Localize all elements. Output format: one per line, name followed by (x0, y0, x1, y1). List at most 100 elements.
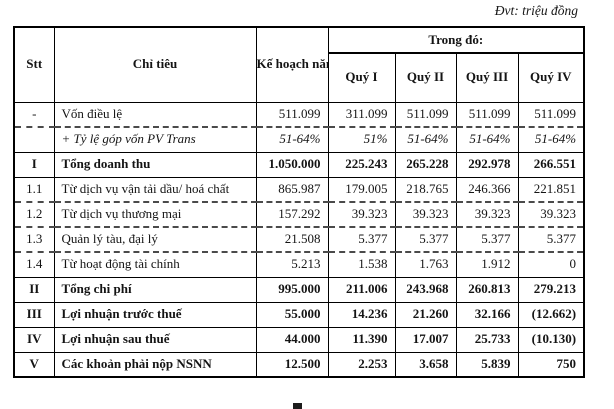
q3-cell: 25.733 (455, 326, 519, 353)
stt-cell: 1.1 (13, 176, 55, 203)
q4-cell: 221.851 (517, 176, 585, 203)
q4-cell: (12.662) (517, 301, 585, 328)
table-row-tong-doanh-thu: I Tổng doanh thu 1.050.000 225.243 265.2… (13, 151, 585, 178)
q1-cell: 14.236 (327, 301, 396, 328)
unit-note: Đvt: triệu đồng (494, 3, 578, 18)
table-row-loi-nhuan-truoc-thue: III Lợi nhuận trước thuế 55.000 14.236 2… (13, 301, 585, 328)
q1-cell: 5.377 (327, 226, 396, 253)
plan-cell: 1.050.000 (255, 151, 329, 178)
q1-cell: 51% (327, 126, 396, 153)
plan-cell: 55.000 (255, 301, 329, 328)
header-chi-tieu: Chỉ tiêu (53, 26, 257, 103)
q4-cell: 279.213 (517, 276, 585, 303)
q2-cell: 17.007 (394, 326, 457, 353)
q3-cell: 511.099 (455, 101, 519, 128)
stt-cell: - (13, 101, 55, 128)
q3-cell: 292.978 (455, 151, 519, 178)
stt-cell: I (13, 151, 55, 178)
q3-cell: 51-64% (455, 126, 519, 153)
q3-cell: 5.839 (455, 351, 519, 378)
label-cell: Lợi nhuận trước thuế (53, 301, 257, 328)
table-row-van-tai-dau: 1.1 Từ dịch vụ vận tải dầu/ hoá chất 865… (13, 176, 585, 203)
q3-cell: 32.166 (455, 301, 519, 328)
header-ke-hoach-nam-2023: Kế hoạch năm 2023 (255, 26, 329, 103)
q4-cell: 511.099 (517, 101, 585, 128)
q2-cell: 5.377 (394, 226, 457, 253)
label-cell: Vốn điều lệ (53, 101, 257, 128)
q2-cell: 218.765 (394, 176, 457, 203)
header-quy-4: Quý IV (517, 52, 585, 103)
q2-cell: 265.228 (394, 151, 457, 178)
q2-cell: 51-64% (394, 126, 457, 153)
plan-cell: 21.508 (255, 226, 329, 253)
label-cell: Tổng doanh thu (53, 151, 257, 178)
table-row-quan-ly-tau: 1.3 Quản lý tàu, đại lý 21.508 5.377 5.3… (13, 226, 585, 253)
q3-cell: 1.912 (455, 251, 519, 278)
header-quy-2: Quý II (394, 52, 457, 103)
q4-cell: 51-64% (517, 126, 585, 153)
plan-cell: 12.500 (255, 351, 329, 378)
plan-cell: 157.292 (255, 201, 329, 228)
header-stt: Stt (13, 26, 55, 103)
page-number-clipped-mark (293, 403, 302, 409)
q1-cell: 211.006 (327, 276, 396, 303)
q4-cell: 266.551 (517, 151, 585, 178)
plan-cell: 865.987 (255, 176, 329, 203)
stt-cell: 1.3 (13, 226, 55, 253)
plan-cell: 511.099 (255, 101, 329, 128)
q2-cell: 21.260 (394, 301, 457, 328)
label-cell: + Tỷ lệ góp vốn PV Trans (53, 126, 257, 153)
label-cell: Từ dịch vụ thương mại (53, 201, 257, 228)
stt-cell: 1.2 (13, 201, 55, 228)
q1-cell: 179.005 (327, 176, 396, 203)
q1-cell: 311.099 (327, 101, 396, 128)
plan-cell: 995.000 (255, 276, 329, 303)
q1-cell: 1.538 (327, 251, 396, 278)
stt-cell: II (13, 276, 55, 303)
q3-cell: 260.813 (455, 276, 519, 303)
q2-cell: 39.323 (394, 201, 457, 228)
plan-cell: 5.213 (255, 251, 329, 278)
stt-cell (13, 126, 55, 153)
label-cell: Từ hoạt động tài chính (53, 251, 257, 278)
table-row-ty-le-gop-von: + Tỷ lệ góp vốn PV Trans 51-64% 51% 51-6… (13, 126, 585, 153)
stt-cell: V (13, 351, 55, 378)
q4-cell: (10.130) (517, 326, 585, 353)
q3-cell: 39.323 (455, 201, 519, 228)
label-cell: Lợi nhuận sau thuế (53, 326, 257, 353)
q1-cell: 11.390 (327, 326, 396, 353)
table-row-von-dieu-le: - Vốn điều lệ 511.099 311.099 511.099 51… (13, 101, 585, 128)
label-cell: Tổng chi phí (53, 276, 257, 303)
table-row-nop-nsnn: V Các khoản phải nộp NSNN 12.500 2.253 3… (13, 351, 585, 378)
header-quy-3: Quý III (455, 52, 519, 103)
q2-cell: 511.099 (394, 101, 457, 128)
q2-cell: 1.763 (394, 251, 457, 278)
table-row-tai-chinh: 1.4 Từ hoạt động tài chính 5.213 1.538 1… (13, 251, 585, 278)
label-cell: Từ dịch vụ vận tải dầu/ hoá chất (53, 176, 257, 203)
q3-cell: 246.366 (455, 176, 519, 203)
q1-cell: 2.253 (327, 351, 396, 378)
stt-cell: 1.4 (13, 251, 55, 278)
header-quy-1: Quý I (327, 52, 396, 103)
q2-cell: 3.658 (394, 351, 457, 378)
label-cell: Các khoản phải nộp NSNN (53, 351, 257, 378)
q4-cell: 39.323 (517, 201, 585, 228)
table-row-thuong-mai: 1.2 Từ dịch vụ thương mại 157.292 39.323… (13, 201, 585, 228)
table-row-loi-nhuan-sau-thue: IV Lợi nhuận sau thuế 44.000 11.390 17.0… (13, 326, 585, 353)
q1-cell: 39.323 (327, 201, 396, 228)
stt-cell: III (13, 301, 55, 328)
plan-cell: 51-64% (255, 126, 329, 153)
header-trong-do: Trong đó: (327, 26, 585, 54)
q3-cell: 5.377 (455, 226, 519, 253)
q1-cell: 225.243 (327, 151, 396, 178)
plan-cell: 44.000 (255, 326, 329, 353)
stt-cell: IV (13, 326, 55, 353)
q4-cell: 0 (517, 251, 585, 278)
q4-cell: 750 (517, 351, 585, 378)
table-row-tong-chi-phi: II Tổng chi phí 995.000 211.006 243.968 … (13, 276, 585, 303)
financial-plan-table: Stt Chỉ tiêu Kế hoạch năm 2023 Trong đó:… (13, 26, 586, 378)
q4-cell: 5.377 (517, 226, 585, 253)
q2-cell: 243.968 (394, 276, 457, 303)
label-cell: Quản lý tàu, đại lý (53, 226, 257, 253)
